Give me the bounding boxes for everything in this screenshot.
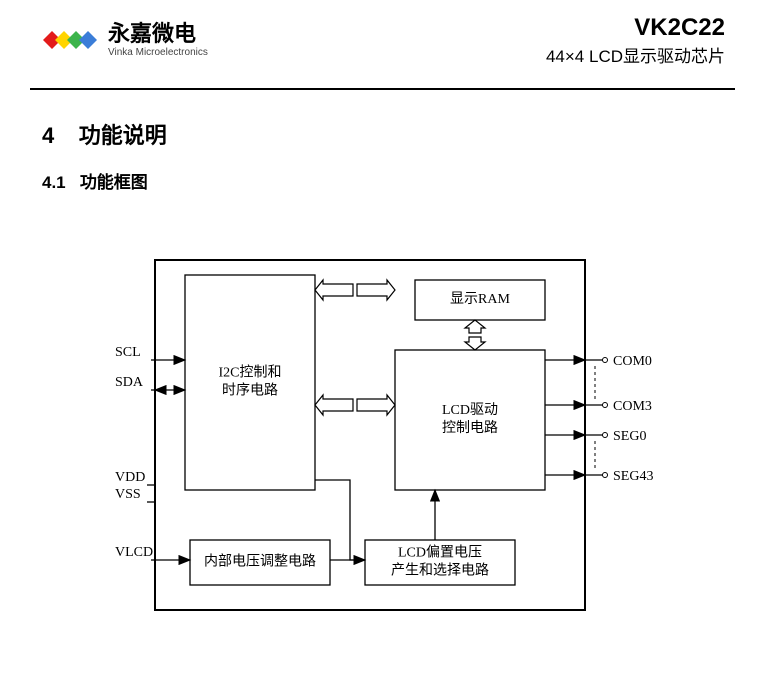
- part-number: VK2C22: [546, 14, 725, 42]
- svg-text:SCL: SCL: [115, 345, 141, 360]
- brand-name-cn: 永嘉微电: [108, 22, 208, 46]
- subsection-title-text: 功能框图: [80, 173, 148, 192]
- svg-text:COM3: COM3: [613, 399, 652, 414]
- svg-text:SDA: SDA: [115, 375, 144, 390]
- svg-text:LCD偏置电压: LCD偏置电压: [398, 545, 482, 561]
- svg-text:I2C控制和: I2C控制和: [219, 365, 282, 381]
- brand-name-en: Vinka Microelectronics: [108, 47, 208, 58]
- svg-text:显示RAM: 显示RAM: [450, 292, 510, 307]
- part-desc: 44×4 LCD显示驱动芯片: [546, 42, 725, 67]
- logo-block: 永嘉微电 Vinka Microelectronics: [40, 20, 208, 60]
- svg-text:LCD驱动: LCD驱动: [442, 402, 498, 418]
- svg-text:SEG0: SEG0: [613, 429, 646, 444]
- svg-text:时序电路: 时序电路: [222, 383, 278, 399]
- logo-icon: [40, 20, 100, 60]
- svg-text:VLCD: VLCD: [115, 545, 153, 560]
- svg-text:COM0: COM0: [613, 354, 652, 369]
- svg-text:SEG43: SEG43: [613, 469, 653, 484]
- svg-text:控制电路: 控制电路: [442, 420, 498, 436]
- section-number: 4: [42, 123, 54, 148]
- svg-text:内部电压调整电路: 内部电压调整电路: [204, 554, 316, 570]
- section-heading: 4 功能说明: [42, 118, 765, 150]
- svg-text:产生和选择电路: 产生和选择电路: [391, 563, 489, 579]
- svg-text:VSS: VSS: [115, 487, 141, 502]
- subsection-heading: 4.1 功能框图: [42, 168, 765, 193]
- header-right: VK2C22 44×4 LCD显示驱动芯片: [546, 14, 725, 67]
- svg-text:VDD: VDD: [115, 470, 145, 485]
- page-header: 永嘉微电 Vinka Microelectronics VK2C22 44×4 …: [30, 0, 735, 90]
- block-diagram: I2C控制和时序电路 显示RAM LCD驱动控制电路内部电压调整电路 LCD偏置电压产…: [95, 250, 655, 630]
- subsection-number: 4.1: [42, 173, 66, 192]
- section-title-text: 功能说明: [79, 123, 167, 148]
